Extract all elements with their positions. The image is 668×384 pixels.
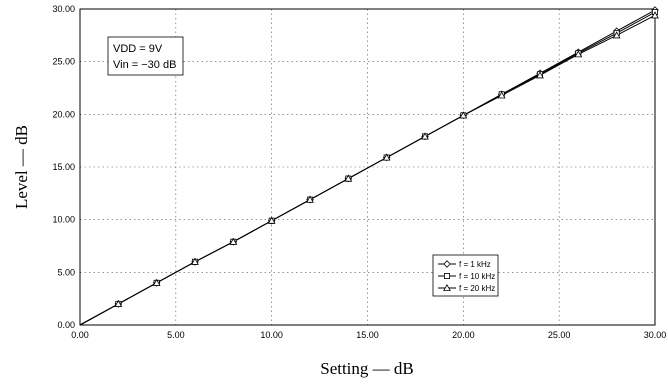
x-tick-label: 10.00 [260,330,283,340]
legend-marker-square [443,272,450,279]
annotation-vin: Vin = −30 dB [113,59,176,71]
data-point-triangle [152,278,161,286]
legend-label: f = 10 kHz [459,272,495,281]
data-point-triangle [267,216,276,224]
legend-label: f = 1 kHz [459,260,491,269]
y-tick-label: 30.00 [52,4,75,14]
legend-marker-diamond [443,260,451,268]
y-tick-label: 15.00 [52,162,75,172]
series-line-3 [79,14,656,326]
data-point-triangle [306,195,314,203]
y-tick-label: 25.00 [52,57,75,67]
y-axis-title: Level — dB [12,125,31,209]
data-point-triangle [421,132,429,140]
x-tick-label: 30.00 [644,330,667,340]
x-tick-label: 0.00 [71,330,89,340]
y-tick-label: 10.00 [52,215,75,225]
x-tick-labels: 0.00 5.00 10.00 15.00 20.00 25.00 30.00 [71,330,666,340]
data-point-triangle [382,153,391,161]
data-point-triangle [229,237,238,245]
data-point-triangle [536,71,544,79]
x-tick-label: 20.00 [452,330,475,340]
legend-label: f = 20 kHz [459,284,495,293]
legend: f = 1 kHz f = 10 kHz f = 20 kHz [432,254,499,297]
y-tick-label: 20.00 [52,109,75,119]
data-point-triangle [191,257,199,265]
x-tick-label: 5.00 [167,330,185,340]
plot-frame [79,8,656,326]
y-tick-label: 5.00 [57,267,75,277]
data-point-triangle [497,91,506,99]
data-point-triangle [459,111,468,119]
y-tick-labels: 0.00 5.00 10.00 15.00 20.00 25.00 30.00 [52,4,75,330]
data-point-triangle [114,299,123,307]
data-point-triangle [344,174,353,182]
x-tick-label: 25.00 [548,330,571,340]
x-axis-title: Setting — dB [320,359,414,378]
x-tick-label: 15.00 [356,330,379,340]
annotation-vdd: VDD = 9V [113,43,163,55]
series-group [79,6,659,326]
legend-marker-triangle [443,283,451,292]
y-tick-label: 0.00 [57,320,75,330]
annotation-box [107,36,184,76]
data-point-triangle [612,31,621,39]
data-point-triangle [651,11,659,19]
data-point-triangle [574,50,583,58]
